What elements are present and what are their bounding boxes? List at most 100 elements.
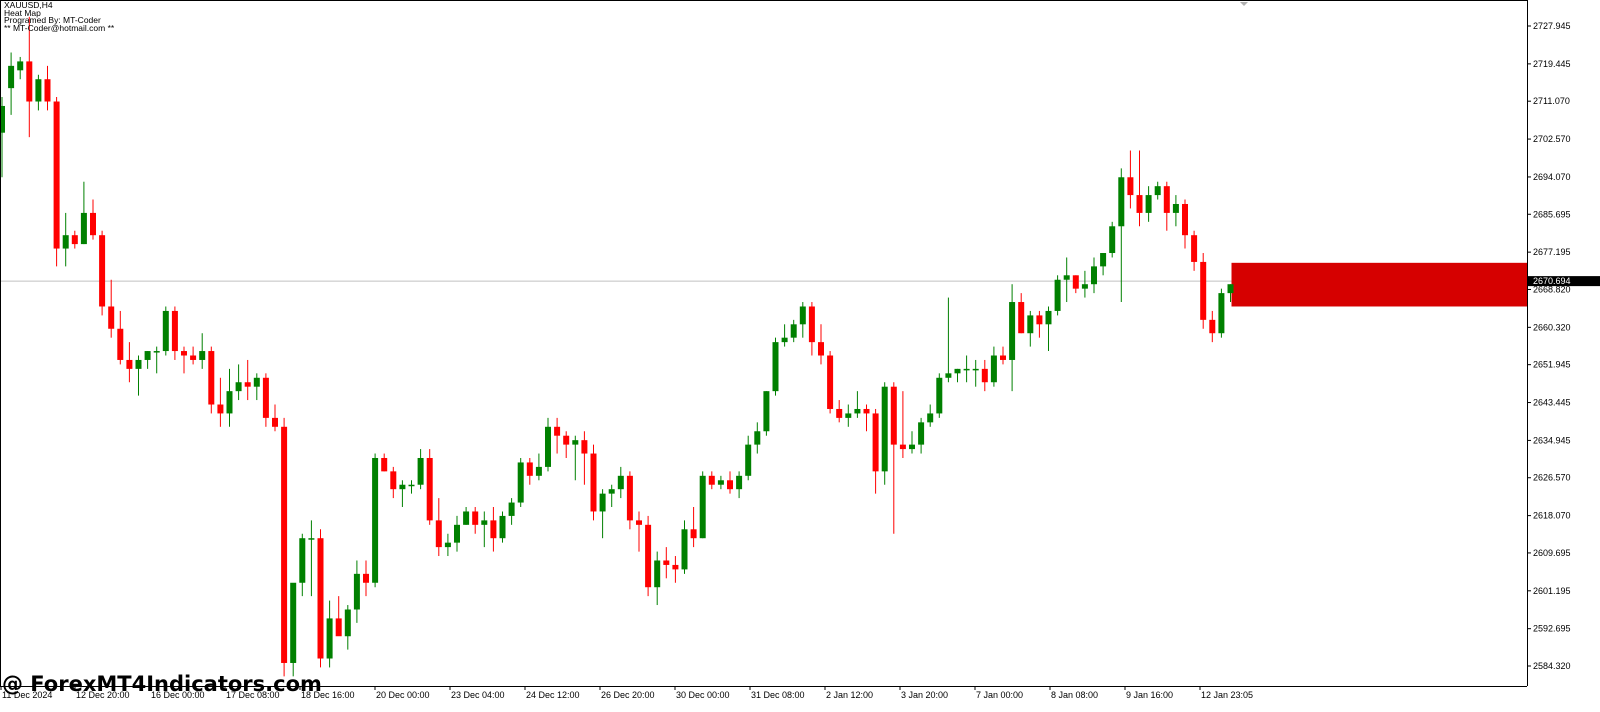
candle-body: [799, 306, 806, 325]
candle-body: [663, 560, 670, 565]
x-tick-label: 24 Dec 12:00: [526, 690, 580, 700]
candle-body: [1091, 266, 1097, 285]
candle-body: [763, 391, 770, 432]
candle-body: [1063, 275, 1070, 280]
candle-body: [854, 408, 861, 414]
candle-body: [381, 457, 388, 472]
candle-body: [1100, 253, 1107, 267]
y-tick-label: 2592.695: [1533, 624, 1571, 634]
candle-body: [1145, 195, 1152, 213]
candle-body: [836, 408, 843, 418]
candle-body: [454, 524, 460, 543]
candle-body: [1009, 302, 1016, 360]
x-tick-label: 23 Dec 04:00: [451, 690, 505, 700]
candle-body: [881, 386, 888, 472]
y-tick-label: 2719.445: [1533, 59, 1571, 69]
candle-body: [754, 431, 761, 445]
email-label: ** MT-Coder@hotmail.com **: [4, 22, 115, 33]
candle-body: [708, 475, 715, 485]
x-tick-label: 30 Dec 00:00: [676, 690, 730, 700]
candle-body: [1218, 293, 1225, 334]
candle-body: [599, 493, 606, 512]
candle-body: [171, 310, 178, 352]
candle-body: [399, 484, 406, 490]
candle-body: [608, 489, 615, 494]
candle-body: [481, 520, 488, 525]
candle-body: [17, 61, 24, 71]
candle-body: [690, 529, 697, 539]
candle-body: [8, 65, 15, 89]
y-tick-label: 2702.570: [1533, 134, 1571, 144]
candle-body: [945, 373, 952, 378]
candle-body: [153, 351, 160, 353]
y-tick-label: 2601.195: [1533, 586, 1571, 596]
candle-body: [899, 444, 906, 450]
candle-body: [545, 426, 551, 467]
candle-body: [954, 368, 961, 374]
y-tick-label: 2685.695: [1533, 209, 1571, 219]
candle-body: [135, 359, 142, 369]
y-tick-label: 2634.945: [1533, 435, 1571, 445]
candle-body: [235, 382, 242, 392]
candle-body: [563, 435, 570, 445]
candle-body: [499, 515, 506, 539]
candle-body: [272, 417, 278, 427]
candle-body: [1172, 203, 1179, 213]
candle-body: [62, 235, 69, 249]
candle-body: [0, 105, 5, 133]
heat-zone-layer: [1231, 262, 1527, 307]
candle-body: [918, 422, 925, 445]
candle-body: [1209, 319, 1216, 334]
candle-body: [535, 466, 542, 476]
x-tick-label: 16 Dec 00:00: [151, 690, 205, 700]
candle-body: [808, 306, 815, 343]
candle-body: [990, 355, 997, 383]
candle-body: [1081, 284, 1088, 289]
candle-body: [827, 355, 834, 409]
candle-body: [1227, 284, 1234, 294]
candle-body: [317, 538, 324, 659]
candle-body: [909, 444, 915, 450]
candle-body: [972, 368, 979, 371]
candle-body: [1191, 235, 1198, 262]
candle-body: [71, 235, 78, 245]
candle-body: [526, 462, 533, 476]
x-tick-label: 12 Dec 20:00: [76, 690, 130, 700]
x-tick-label: 11 Dec 2024: [2, 690, 52, 700]
candle-body: [426, 457, 433, 521]
candle-body: [727, 480, 733, 490]
candle-body: [472, 511, 479, 525]
candle-body: [554, 426, 561, 436]
x-tick-label: 3 Jan 20:00: [901, 690, 948, 700]
current-price-tag: [1528, 276, 1600, 287]
candle-body: [1018, 302, 1025, 334]
candle-body: [1109, 226, 1116, 254]
candle-body: [717, 480, 724, 485]
candle-body: [244, 382, 251, 387]
candle-body: [1154, 186, 1161, 196]
candle-body: [508, 502, 515, 516]
candle-body: [572, 440, 579, 445]
candle-body: [1200, 261, 1207, 320]
candle-body: [845, 413, 852, 418]
candle-body: [26, 61, 33, 102]
y-tick-label: 2643.445: [1533, 398, 1571, 408]
candle-body: [44, 79, 51, 102]
candle-body: [226, 391, 233, 414]
symbol-timeframe-label: XAUUSD,H4: [4, 0, 53, 10]
x-tick-label: 26 Dec 20:00: [601, 690, 655, 700]
y-tick-label: 2584.320: [1533, 661, 1571, 671]
candle-body: [408, 484, 415, 487]
x-tick-label: 8 Jan 08:00: [1051, 690, 1098, 700]
candle-body: [53, 101, 60, 249]
y-tick-label: 2651.945: [1533, 360, 1571, 370]
candle-body: [581, 440, 588, 454]
candle-body: [1027, 315, 1034, 334]
candle-body: [672, 564, 679, 570]
candle-body: [126, 359, 133, 369]
candle-body: [745, 444, 752, 476]
chart-shift-marker-icon: [1240, 2, 1248, 6]
y-tick-label: 2727.945: [1533, 21, 1571, 31]
